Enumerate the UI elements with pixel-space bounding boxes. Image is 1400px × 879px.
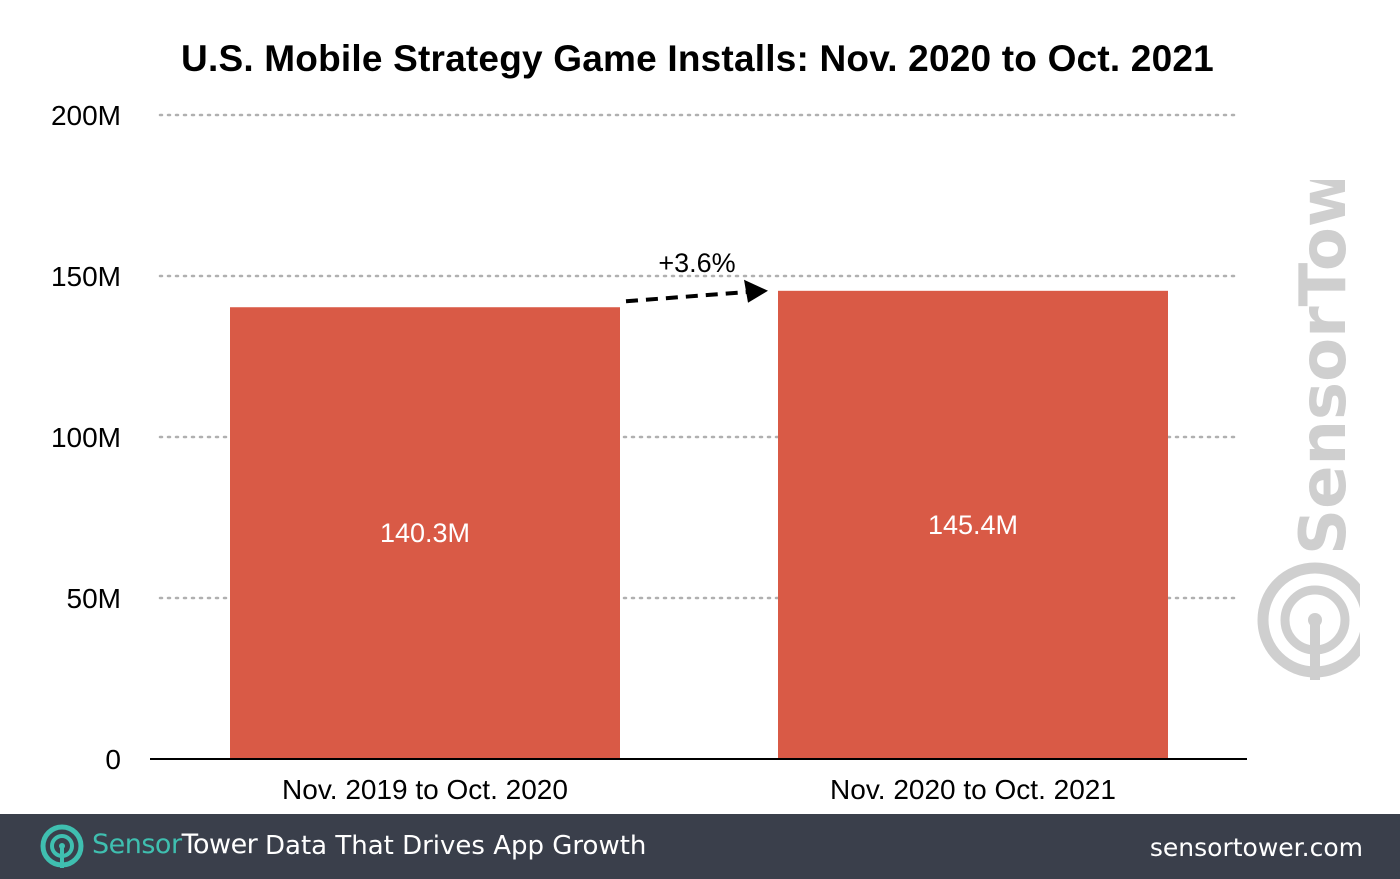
annotation-arrow-head (744, 279, 768, 303)
growth-annotation: +3.6% (625, 248, 768, 304)
bar-value-label: 145.4M (928, 510, 1018, 540)
footer-tagline: Data That Drives App Growth (265, 831, 647, 861)
sensortower-logo-icon (1257, 562, 1360, 680)
footer-bar: SensorTower Data That Drives App Growth … (0, 814, 1400, 879)
footer-brand-tower: Tower (181, 829, 258, 860)
annotation-arrow-line (625, 289, 751, 304)
y-axis-ticks: 0 50M 100M 150M 200M (51, 100, 121, 775)
bar-chart: 0 50M 100M 150M 200M 140.3M 145.4M Nov. 2019 … (51, 100, 1247, 805)
y-tick-label: 100M (51, 422, 121, 453)
footer-brand: SensorTower (92, 829, 258, 860)
y-tick-label: 200M (51, 100, 121, 131)
footer-url: sensortower.com (1149, 833, 1363, 862)
sensortower-logo-icon (40, 824, 84, 868)
bar-value-label: 140.3M (380, 518, 470, 548)
annotation-label: +3.6% (658, 248, 735, 278)
x-axis-labels: Nov. 2019 to Oct. 2020 Nov. 2020 to Oct. … (282, 774, 1116, 805)
y-tick-label: 0 (105, 744, 121, 775)
chart-title: U.S. Mobile Strategy Game Installs: Nov.… (181, 38, 1214, 79)
bars: 140.3M 145.4M (230, 290, 1168, 759)
watermark-text: SensorTower (1287, 180, 1360, 555)
x-tick-label: Nov. 2020 to Oct. 2021 (830, 774, 1116, 805)
y-tick-label: 150M (51, 261, 121, 292)
bar (230, 307, 620, 759)
y-tick-label: 50M (67, 583, 121, 614)
bar (778, 290, 1168, 759)
sensortower-watermark: SensorTower (1257, 180, 1360, 680)
footer-brand-sensor: Sensor (92, 829, 182, 860)
x-tick-label: Nov. 2019 to Oct. 2020 (282, 774, 568, 805)
